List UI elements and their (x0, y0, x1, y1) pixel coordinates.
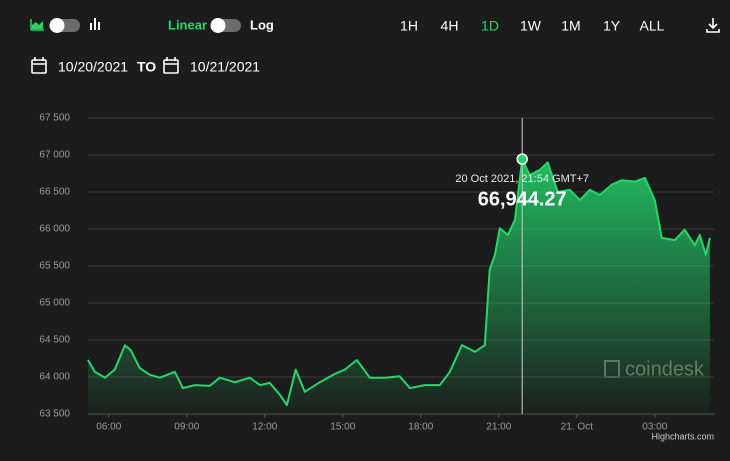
toggle-knob (210, 18, 226, 33)
x-tick-label: 21. Oct (561, 422, 593, 433)
x-tick-label: 15:00 (330, 422, 355, 433)
x-tick-label: 18:00 (408, 422, 433, 433)
calendar-icon[interactable] (31, 57, 47, 74)
download-icon[interactable] (706, 18, 720, 33)
range-button[interactable]: 1Y (603, 18, 621, 34)
chart-type-toggle[interactable] (49, 18, 81, 33)
y-tick-label: 63 500 (39, 409, 70, 420)
y-tick-label: 64 500 (39, 335, 70, 346)
x-tick-label: 21:00 (486, 422, 511, 433)
x-tick-label: 09:00 (174, 422, 199, 433)
scale-log[interactable]: Log (250, 17, 274, 32)
y-tick-label: 67 500 (39, 113, 70, 124)
scale-toggle[interactable] (210, 18, 242, 33)
calendar-icon[interactable] (163, 57, 179, 74)
area-chart-icon[interactable] (30, 19, 44, 31)
scale-linear[interactable]: Linear (168, 17, 207, 32)
range-button[interactable]: 4H (441, 18, 459, 34)
range-button[interactable]: 1H (400, 18, 418, 34)
bar-chart-icon[interactable] (90, 18, 100, 30)
range-button[interactable]: 1M (561, 18, 580, 34)
y-tick-label: 64 000 (39, 372, 70, 383)
tooltip-value: 66,944.27 (478, 188, 567, 210)
y-tick-label: 65 500 (39, 261, 70, 272)
range-button[interactable]: 1D (481, 18, 499, 34)
y-tick-label: 65 000 (39, 298, 70, 309)
y-tick-label: 67 000 (39, 150, 70, 161)
x-tick-label: 12:00 (252, 422, 277, 433)
range-button[interactable]: 1W (520, 18, 542, 34)
x-tick-label: 06:00 (96, 422, 121, 433)
price-line (87, 158, 711, 407)
date-separator: TO (137, 59, 156, 75)
x-tick-label: 03:00 (642, 422, 667, 433)
area-fill (88, 159, 710, 414)
date-from[interactable]: 10/20/2021 (58, 59, 128, 75)
y-tick-label: 66 000 (39, 224, 70, 235)
date-to[interactable]: 10/21/2021 (190, 59, 260, 75)
y-tick-label: 66 500 (39, 187, 70, 198)
tooltip-date: 20 Oct 2021, 21:54 GMT+7 (455, 173, 589, 185)
range-button[interactable]: ALL (640, 18, 665, 34)
credit[interactable]: Highcharts.com (651, 431, 714, 441)
hover-marker (516, 153, 528, 165)
